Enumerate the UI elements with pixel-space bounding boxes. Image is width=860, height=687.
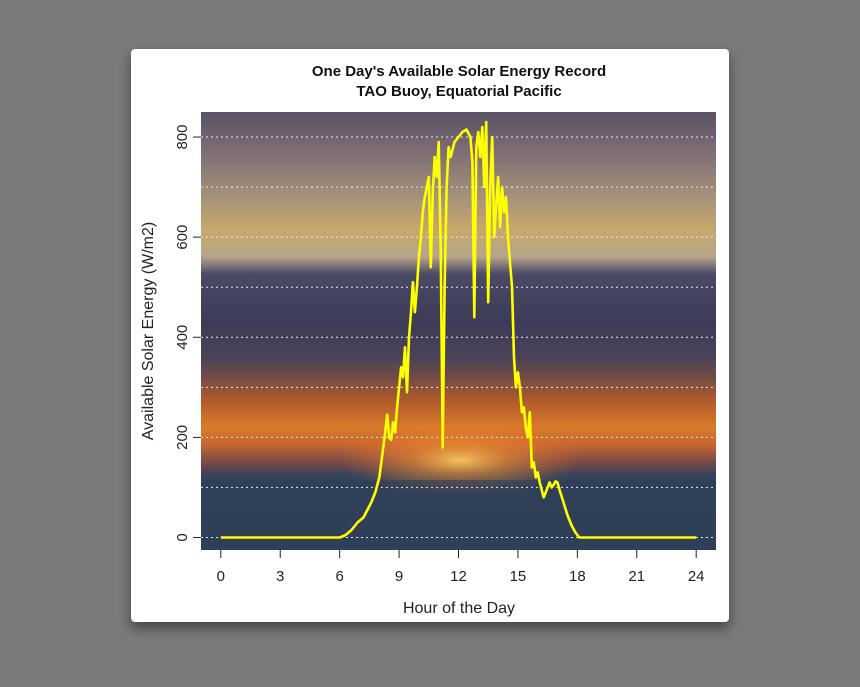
x-tick-label: 6 bbox=[335, 568, 343, 585]
x-axis-label: Hour of the Day bbox=[403, 600, 515, 617]
chart-title: One Day's Available Solar Energy Record bbox=[312, 63, 606, 80]
x-tick-label: 9 bbox=[395, 568, 403, 585]
y-tick-label: 0 bbox=[174, 533, 191, 541]
x-tick-label: 12 bbox=[450, 568, 467, 585]
y-axis-label: Available Solar Energy (W/m2) bbox=[140, 222, 157, 440]
chart-subtitle: TAO Buoy, Equatorial Pacific bbox=[356, 83, 561, 100]
x-tick-label: 0 bbox=[217, 568, 225, 585]
x-axis: 0 3 6 9 12 15 18 21 24 bbox=[217, 550, 705, 585]
plot-background bbox=[201, 112, 716, 550]
x-tick-label: 18 bbox=[569, 568, 586, 585]
y-tick-label: 600 bbox=[174, 225, 191, 250]
x-tick-label: 21 bbox=[628, 568, 645, 585]
y-tick-label: 800 bbox=[174, 125, 191, 150]
x-tick-label: 3 bbox=[276, 568, 284, 585]
y-axis: 0 200 400 600 800 bbox=[174, 125, 201, 542]
x-tick-label: 24 bbox=[688, 568, 705, 585]
x-tick-label: 15 bbox=[510, 568, 527, 585]
y-tick-label: 200 bbox=[174, 425, 191, 450]
solar-energy-line bbox=[220, 120, 697, 539]
y-tick-label: 400 bbox=[174, 325, 191, 350]
